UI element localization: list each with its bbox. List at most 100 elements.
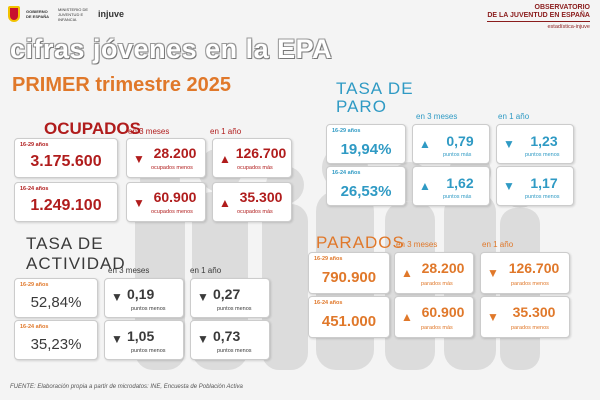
parados-1624-3m-caption: parados más — [421, 325, 453, 331]
arrow-down-icon: ▼ — [133, 152, 145, 166]
ocupados-1629-value: 3.175.600 — [30, 153, 102, 170]
parados-title: PARADOS — [316, 233, 405, 252]
paro-1629-3m-card: ▲ 0,79 puntos más — [412, 124, 490, 164]
actividad-1629-card: 16-29 años 52,84% — [14, 278, 98, 318]
paro-title-line2: PARO — [336, 97, 387, 116]
parados-col-3m: en 3 meses — [396, 240, 438, 249]
ocupados-1624-3m-card: ▼ 60.900 ocupados menos — [126, 182, 206, 222]
observatorio-sub: estadística-injuve — [547, 24, 591, 30]
ocupados-1629-3m-value: 28.200 — [153, 145, 197, 161]
arrow-down-icon: ▼ — [197, 290, 209, 304]
actividad-1624-3m-value: 1,05 — [127, 328, 155, 344]
actividad-1629-1y-card: ▼ 0,27 puntos menos — [190, 278, 270, 318]
parados-col-1y: en 1 año — [482, 240, 514, 249]
arrow-down-icon: ▼ — [503, 137, 515, 151]
parados-1629-1y-value: 126.700 — [508, 260, 560, 276]
paro-col-1y: en 1 año — [498, 112, 530, 121]
paro-1629-card: 16-29 años 19,94% — [326, 124, 406, 164]
age-label: 16-24 años — [332, 170, 361, 176]
parados-1629-1y-caption: parados menos — [511, 281, 549, 287]
arrow-down-icon: ▼ — [133, 196, 145, 210]
ocupados-col-3m: en 3 meses — [128, 127, 170, 136]
actividad-1624-1y-caption: puntos menos — [217, 348, 252, 354]
spain-shield-icon — [8, 6, 20, 22]
ocupados-1624-1y-caption: ocupados más — [237, 209, 273, 215]
actividad-1624-value: 35,23% — [30, 336, 82, 353]
ocupados-1624-value: 1.249.100 — [30, 197, 102, 214]
arrow-up-icon: ▲ — [419, 179, 431, 193]
page-subtitle: PRIMER trimestre 2025 — [12, 74, 231, 96]
actividad-1629-1y-value: 0,27 — [213, 286, 241, 302]
age-label: 16-24 años — [20, 186, 49, 192]
paro-1629-1y-card: ▼ 1,23 puntos menos — [496, 124, 574, 164]
parados-1629-value: 790.900 — [321, 269, 377, 286]
paro-1629-1y-caption: puntos menos — [525, 152, 560, 158]
age-label: 16-24 años — [314, 300, 343, 306]
ocupados-1629-1y-caption: ocupados más — [237, 165, 273, 171]
paro-1624-3m-caption: puntos más — [443, 194, 472, 200]
injuve-logo: injuve — [98, 9, 125, 19]
parados-1624-value: 451.000 — [321, 313, 377, 330]
paro-1629-1y-value: 1,23 — [530, 133, 558, 149]
arrow-down-icon: ▼ — [503, 179, 515, 193]
ocupados-1624-1y-card: ▲ 35.300 ocupados más — [212, 182, 292, 222]
age-label: 16-29 años — [20, 282, 49, 288]
parados-1624-1y-caption: parados menos — [511, 325, 549, 331]
age-label: 16-29 años — [314, 256, 343, 262]
ocupados-1629-card: 16-29 años 3.175.600 — [14, 138, 118, 178]
parados-1624-3m-card: ▲ 60.900 parados más — [394, 296, 474, 338]
page-title: cifras jóvenes en la EPA — [10, 34, 333, 64]
ocupados-1629-1y-card: ▲ 126.700 ocupados más — [212, 138, 292, 178]
ocupados-1624-1y-value: 35.300 — [239, 189, 283, 205]
actividad-title-line2: ACTIVIDAD — [26, 254, 126, 273]
actividad-1629-value: 52,84% — [30, 294, 82, 311]
arrow-down-icon: ▼ — [197, 332, 209, 346]
observatorio-line2: DE LA JUVENTUD EN ESPAÑA — [487, 12, 590, 19]
paro-1624-card: 16-24 años 26,53% — [326, 166, 406, 206]
parados-1624-1y-value: 35.300 — [512, 304, 556, 320]
observatorio-line1: OBSERVATORIO — [534, 4, 591, 11]
actividad-1629-3m-card: ▼ 0,19 puntos menos — [104, 278, 184, 318]
actividad-title-line1: TASA DE — [26, 234, 104, 253]
paro-1624-3m-card: ▲ 1,62 puntos más — [412, 166, 490, 206]
ocupados-col-1y: en 1 año — [210, 127, 242, 136]
paro-col-3m: en 3 meses — [416, 112, 458, 121]
ocupados-1624-3m-caption: ocupados menos — [151, 209, 193, 215]
paro-title: TASA DE PARO — [336, 80, 414, 116]
arrow-up-icon: ▲ — [401, 266, 413, 280]
actividad-1629-3m-caption: puntos menos — [131, 306, 166, 312]
parados-1629-1y-card: ▼ 126.700 parados menos — [480, 252, 570, 294]
arrow-down-icon: ▼ — [487, 266, 499, 280]
arrow-up-icon: ▲ — [219, 196, 231, 210]
actividad-1624-card: 16-24 años 35,23% — [14, 320, 98, 360]
paro-title-line1: TASA DE — [336, 79, 414, 98]
ocupados-1624-3m-value: 60.900 — [153, 189, 197, 205]
logos: GOBIERNO DE ESPAÑA MINISTERIO DE JUVENTU… — [8, 6, 124, 22]
actividad-1629-1y-caption: puntos menos — [217, 306, 252, 312]
paro-1624-3m-value: 1,62 — [446, 175, 474, 191]
actividad-1624-1y-value: 0,73 — [213, 328, 241, 344]
parados-1629-3m-card: ▲ 28.200 parados más — [394, 252, 474, 294]
ocupados-title: OCUPADOS — [44, 119, 141, 138]
actividad-1624-1y-card: ▼ 0,73 puntos menos — [190, 320, 270, 360]
parados-1629-3m-value: 28.200 — [421, 260, 465, 276]
ministerio-label: MINISTERIO DE JUVENTUD E INFANCIA — [58, 6, 89, 22]
arrow-down-icon: ▼ — [111, 290, 123, 304]
parados-1624-card: 16-24 años 451.000 — [308, 296, 390, 338]
ocupados-1624-card: 16-24 años 1.249.100 — [14, 182, 118, 222]
paro-1624-1y-caption: puntos menos — [525, 194, 560, 200]
actividad-col-1y: en 1 año — [190, 266, 222, 275]
actividad-title: TASA DE ACTIVIDAD — [26, 234, 126, 274]
paro-1629-3m-value: 0,79 — [446, 133, 474, 149]
arrow-down-icon: ▼ — [111, 332, 123, 346]
actividad-1624-3m-caption: puntos menos — [131, 348, 166, 354]
age-label: 16-29 años — [332, 128, 361, 134]
age-label: 16-29 años — [20, 142, 49, 148]
arrow-up-icon: ▲ — [401, 310, 413, 324]
actividad-1624-3m-card: ▼ 1,05 puntos menos — [104, 320, 184, 360]
parados-1624-1y-card: ▼ 35.300 parados menos — [480, 296, 570, 338]
paro-1624-1y-value: 1,17 — [530, 175, 558, 191]
parados-1629-card: 16-29 años 790.900 — [308, 252, 390, 294]
parados-1629-3m-caption: parados más — [421, 281, 453, 287]
paro-1624-value: 26,53% — [340, 183, 392, 200]
